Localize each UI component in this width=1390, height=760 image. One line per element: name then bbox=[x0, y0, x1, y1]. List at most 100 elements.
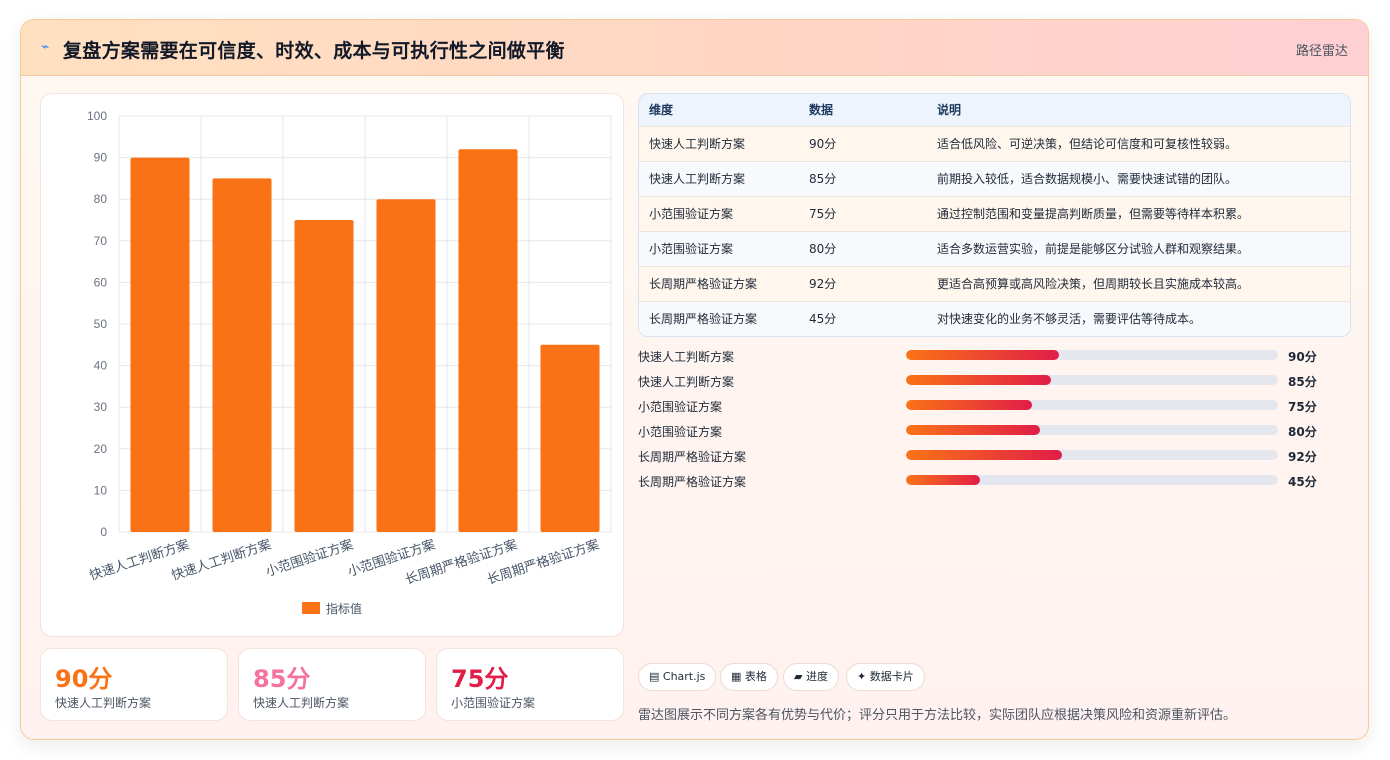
progress-value: 90分 bbox=[1288, 350, 1317, 364]
kpi-value: 75分 bbox=[451, 665, 509, 693]
progress-fill bbox=[906, 350, 1059, 360]
progress-track bbox=[906, 350, 1278, 360]
kpi-value: 90分 bbox=[55, 665, 113, 693]
header-tag[interactable]: 路径雷达 bbox=[1295, 44, 1348, 59]
bar-chart: 0102030405060708090100快速人工判断方案快速人工判断方案小范… bbox=[87, 109, 612, 616]
progress-value: 80分 bbox=[1288, 425, 1317, 439]
table-row: 快速人工判断方案 90分 适合低风险、可逆决策，但结论可信度和可复核性较弱。 bbox=[639, 126, 1350, 161]
y-tick-label: 80 bbox=[94, 192, 108, 206]
table-row: 长周期严格验证方案 45分 对快速变化的业务不够灵活，需要评估等待成本。 bbox=[639, 301, 1350, 336]
table-cell: 通过控制范围和变量提高判断质量，但需要等待样本积累。 bbox=[937, 207, 1250, 221]
table-cell: 长周期严格验证方案 bbox=[649, 312, 758, 327]
dashboard-card: ⌁ 复盘方案需要在可信度、时效、成本与可执行性之间做平衡 路径雷达 0 10 20 3… bbox=[20, 19, 1369, 740]
progress-row: 长周期严格验证方案 92分 bbox=[638, 445, 1351, 470]
table-cell: 适合多数运营实验，前提是能够区分试验人群和观察结果。 bbox=[937, 242, 1250, 256]
legend-swatch bbox=[302, 602, 320, 614]
kpi-value: 85分 bbox=[253, 665, 311, 693]
kpi-label: 快速人工判断方案 bbox=[55, 696, 152, 710]
y-tick-label: 90 bbox=[94, 151, 108, 165]
progress-track bbox=[906, 375, 1278, 385]
chip-data-cards[interactable]: ✦ 数据卡片 bbox=[846, 663, 925, 691]
table-cell: 快速人工判断方案 bbox=[649, 137, 746, 151]
y-tick-label: 30 bbox=[94, 400, 108, 414]
progress-track bbox=[906, 450, 1278, 460]
progress-label: 长周期严格验证方案 bbox=[638, 450, 747, 464]
bar bbox=[376, 199, 436, 532]
table-cell: 90分 bbox=[809, 137, 837, 151]
y-tick-label: 70 bbox=[94, 234, 108, 248]
table-cell: 更适合高预算或高风险决策，但周期较长且实施成本较高。 bbox=[937, 277, 1250, 291]
bar bbox=[212, 178, 272, 532]
progress-value: 75分 bbox=[1288, 400, 1317, 414]
legend-label: 指标值 bbox=[326, 601, 362, 616]
x-tick-label: 小范围验证方案 bbox=[264, 537, 356, 580]
progress-fill bbox=[906, 400, 1033, 410]
bar bbox=[130, 157, 190, 532]
table-cell: 小范围验证方案 bbox=[649, 242, 734, 256]
kpi-card: 90分 快速人工判断方案 bbox=[40, 648, 228, 721]
progress-track bbox=[906, 425, 1278, 435]
progress-value: 92分 bbox=[1288, 450, 1317, 464]
column-header: 维度 bbox=[649, 103, 674, 118]
header: ⌁ 复盘方案需要在可信度、时效、成本与可执行性之间做平衡 路径雷达 bbox=[21, 20, 1368, 76]
table-row: 小范围验证方案 80分 适合多数运营实验，前提是能够区分试验人群和观察结果。 bbox=[639, 231, 1350, 266]
y-tick-label: 0 bbox=[100, 525, 107, 539]
table-cell: 75分 bbox=[809, 207, 837, 221]
y-tick-label: 40 bbox=[94, 359, 108, 373]
y-tick-label: 100 bbox=[87, 109, 107, 123]
y-tick-label: 10 bbox=[94, 483, 108, 497]
progress-label: 快速人工判断方案 bbox=[638, 375, 735, 389]
progress-label: 快速人工判断方案 bbox=[638, 350, 735, 364]
footnote: 雷达图展示不同方案各有优势与代价；评分只用于方法比较，实际团队应根据决策风险和资… bbox=[638, 708, 1237, 723]
chip-chartjs[interactable]: ▤ Chart.js bbox=[638, 663, 717, 691]
table-cell: 小范围验证方案 bbox=[649, 207, 734, 221]
bar bbox=[294, 220, 354, 532]
progress-value: 85分 bbox=[1288, 375, 1317, 389]
progress-row: 快速人工判断方案 85分 bbox=[638, 370, 1351, 395]
table-cell: 适合低风险、可逆决策，但结论可信度和可复核性较弱。 bbox=[937, 137, 1238, 151]
lightning-icon: ⌁ bbox=[41, 39, 50, 55]
progress-row: 快速人工判断方案 90分 bbox=[638, 345, 1351, 370]
progress-label: 小范围验证方案 bbox=[638, 425, 723, 439]
chip-table[interactable]: ▦ 表格 bbox=[720, 663, 778, 691]
table-cell: 92分 bbox=[809, 277, 837, 291]
kpi-label: 快速人工判断方案 bbox=[253, 696, 350, 710]
table-cell: 长周期严格验证方案 bbox=[649, 277, 758, 291]
y-tick-label: 20 bbox=[94, 442, 108, 456]
table-cell: 前期投入较低，适合数据规模小、需要快速试错的团队。 bbox=[937, 172, 1238, 186]
bar bbox=[540, 344, 600, 532]
table-row: 小范围验证方案 75分 通过控制范围和变量提高判断质量，但需要等待样本积累。 bbox=[639, 196, 1350, 231]
y-tick-label: 60 bbox=[94, 275, 108, 289]
table-row: 快速人工判断方案 85分 前期投入较低，适合数据规模小、需要快速试错的团队。 bbox=[639, 161, 1350, 196]
kpi-label: 小范围验证方案 bbox=[451, 696, 536, 710]
progress-value: 45分 bbox=[1288, 475, 1317, 489]
progress-fill bbox=[906, 425, 1040, 435]
table-cell: 对快速变化的业务不够灵活，需要评估等待成本。 bbox=[937, 312, 1202, 327]
table-row: 长周期严格验证方案 92分 更适合高预算或高风险决策，但周期较长且实施成本较高。 bbox=[639, 266, 1350, 301]
progress-label: 小范围验证方案 bbox=[638, 400, 723, 414]
column-header: 说明 bbox=[937, 103, 962, 118]
progress-row: 长周期严格验证方案 45分 bbox=[638, 470, 1351, 495]
progress-track bbox=[906, 400, 1278, 410]
progress-row: 小范围验证方案 75分 bbox=[638, 395, 1351, 420]
kpi-card: 75分 小范围验证方案 bbox=[436, 648, 624, 721]
kpi-card: 85分 快速人工判断方案 bbox=[238, 648, 426, 721]
table-header-row: 维度 数据 说明 bbox=[639, 94, 1350, 126]
y-tick-label: 50 bbox=[94, 317, 108, 331]
progress-label: 长周期严格验证方案 bbox=[638, 475, 747, 489]
table-cell: 85分 bbox=[809, 172, 837, 186]
progress-list: 快速人工判断方案 90分 快速人工判断方案 85分 小范围验证方案 75分 小范… bbox=[638, 345, 1351, 495]
progress-row: 小范围验证方案 80分 bbox=[638, 420, 1351, 445]
table-cell: 45分 bbox=[809, 312, 837, 327]
bar bbox=[458, 149, 518, 532]
table-cell: 80分 bbox=[809, 242, 837, 256]
bar-chart-panel: 0 10 20 30 40 50 60 70 80 90 100 快速人工判断方案 快速人工判断方案 小范… bbox=[40, 93, 624, 637]
progress-fill bbox=[906, 375, 1052, 385]
data-table: 维度 数据 说明 快速人工判断方案 90分 适合低风险、可逆决策，但结论可信度和… bbox=[638, 93, 1351, 337]
table-cell: 快速人工判断方案 bbox=[649, 172, 746, 186]
progress-fill bbox=[906, 450, 1063, 460]
chip-progress[interactable]: ▰ 进度 bbox=[783, 663, 839, 691]
column-header: 数据 bbox=[809, 103, 834, 118]
progress-track bbox=[906, 475, 1278, 485]
page-title: 复盘方案需要在可信度、时效、成本与可执行性之间做平衡 bbox=[63, 40, 565, 62]
